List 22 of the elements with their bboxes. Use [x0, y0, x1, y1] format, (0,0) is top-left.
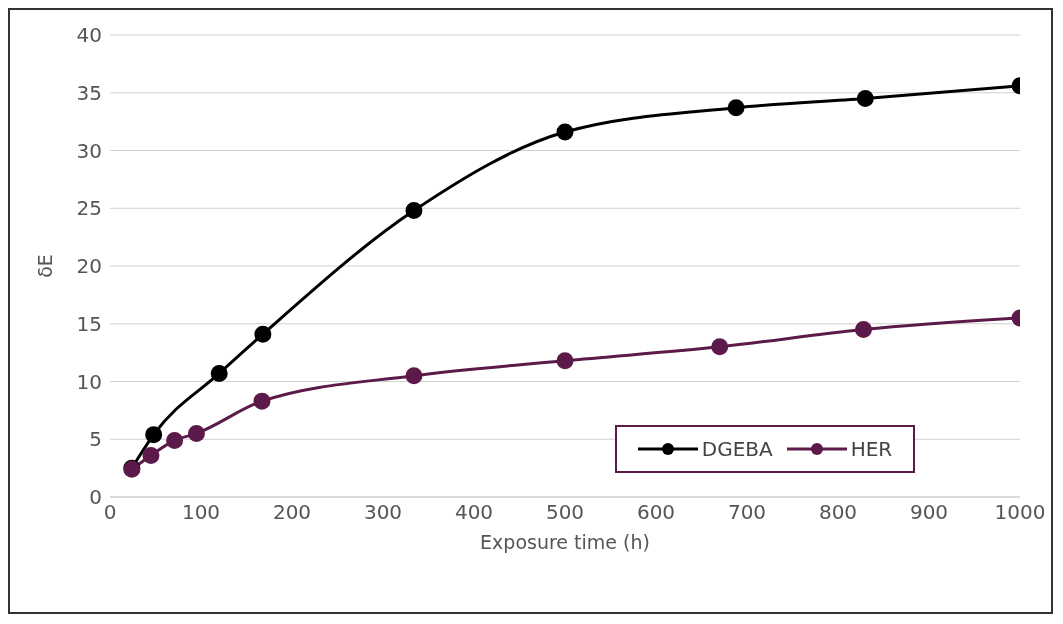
y-tick-label: 10	[76, 369, 102, 394]
x-tick-label: 400	[454, 500, 494, 525]
x-tick-label: 500	[545, 500, 585, 525]
y-tick-label: 5	[89, 427, 102, 452]
legend-label: DGEBA	[700, 437, 773, 461]
y-tick-label: 15	[76, 311, 102, 336]
y-tick-label: 35	[76, 80, 102, 105]
x-tick-label: 100	[181, 500, 221, 525]
x-tick-label: 200	[272, 500, 312, 525]
x-tick-label: 600	[636, 500, 676, 525]
y-tick-label: 25	[76, 196, 102, 221]
y-axis-title: δE	[33, 254, 56, 278]
y-tick-label: 40	[76, 23, 102, 48]
x-axis-title: Exposure time (h)	[480, 531, 650, 553]
x-tick-label: 700	[727, 500, 767, 525]
legend-label: HER	[849, 437, 893, 461]
x-tick-label: 300	[363, 500, 403, 525]
y-tick-label: 20	[76, 254, 102, 279]
x-tick-label: 900	[909, 500, 949, 525]
y-tick-label: 30	[76, 138, 102, 163]
x-tick-label: 800	[818, 500, 858, 525]
x-tick-label: 1000	[994, 500, 1046, 525]
